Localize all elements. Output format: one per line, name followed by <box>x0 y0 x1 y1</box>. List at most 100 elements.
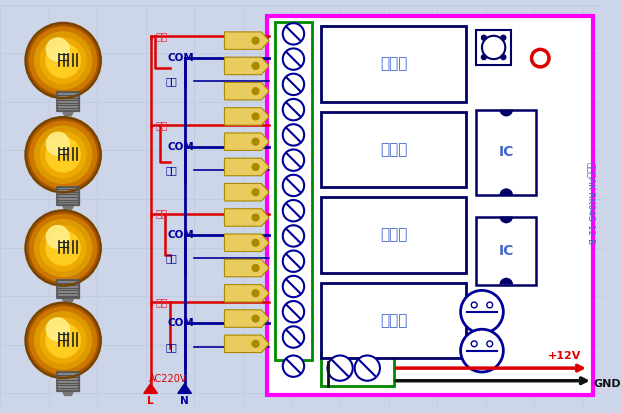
Circle shape <box>252 315 259 322</box>
Circle shape <box>355 356 380 381</box>
Polygon shape <box>178 384 192 393</box>
Circle shape <box>40 38 86 83</box>
Circle shape <box>283 276 304 297</box>
Circle shape <box>283 326 304 348</box>
Polygon shape <box>225 108 269 125</box>
Text: L: L <box>147 396 154 406</box>
Circle shape <box>283 48 304 70</box>
Circle shape <box>46 138 80 172</box>
Text: COM: COM <box>167 142 194 152</box>
Text: 常开: 常开 <box>156 120 168 130</box>
Circle shape <box>26 117 101 192</box>
Wedge shape <box>499 109 513 116</box>
Circle shape <box>283 23 304 45</box>
Circle shape <box>487 341 493 347</box>
Circle shape <box>26 303 101 378</box>
Bar <box>57 93 80 111</box>
Circle shape <box>252 138 259 145</box>
Circle shape <box>35 219 91 277</box>
Text: COM: COM <box>167 318 194 328</box>
Polygon shape <box>225 83 269 100</box>
Text: 常闭: 常闭 <box>165 76 177 86</box>
Circle shape <box>40 318 86 363</box>
Text: 常开: 常开 <box>156 209 168 218</box>
Circle shape <box>30 121 96 188</box>
Circle shape <box>40 225 86 271</box>
Circle shape <box>47 132 69 155</box>
Bar <box>57 372 80 391</box>
Circle shape <box>35 126 91 183</box>
Polygon shape <box>62 205 74 210</box>
Circle shape <box>35 312 91 369</box>
Text: 常开: 常开 <box>156 31 168 41</box>
Circle shape <box>252 113 259 120</box>
Bar <box>321 282 466 358</box>
Polygon shape <box>62 298 74 303</box>
Circle shape <box>283 150 304 171</box>
Polygon shape <box>225 32 269 50</box>
Circle shape <box>47 225 69 249</box>
Circle shape <box>26 211 101 286</box>
Wedge shape <box>499 278 513 285</box>
Text: COM: COM <box>167 53 194 63</box>
Wedge shape <box>499 216 513 223</box>
Bar <box>267 17 593 395</box>
Bar <box>57 187 80 205</box>
Text: IC: IC <box>499 244 514 258</box>
Circle shape <box>327 356 353 381</box>
Bar <box>57 280 80 298</box>
Circle shape <box>481 55 486 59</box>
Circle shape <box>46 323 80 358</box>
Circle shape <box>252 290 259 297</box>
Circle shape <box>283 99 304 120</box>
Circle shape <box>47 38 69 61</box>
Bar <box>57 187 80 205</box>
Text: 常闭: 常闭 <box>165 253 177 263</box>
Circle shape <box>481 35 486 40</box>
Text: 继电器: 继电器 <box>380 228 407 242</box>
Bar <box>57 93 80 111</box>
Text: COM: COM <box>167 230 194 240</box>
Circle shape <box>532 50 549 67</box>
Circle shape <box>283 175 304 196</box>
Polygon shape <box>144 384 157 393</box>
Circle shape <box>283 251 304 272</box>
Text: 常闭: 常闭 <box>165 165 177 175</box>
Text: IC: IC <box>499 145 514 159</box>
Polygon shape <box>225 335 269 353</box>
Text: 型号：AK-RK04S-12-B: 型号：AK-RK04S-12-B <box>587 162 595 245</box>
Polygon shape <box>225 209 269 226</box>
Circle shape <box>30 307 96 374</box>
Circle shape <box>30 215 96 282</box>
Circle shape <box>26 23 101 98</box>
Polygon shape <box>225 57 269 75</box>
Bar <box>476 216 536 285</box>
Polygon shape <box>62 111 74 116</box>
Circle shape <box>283 225 304 247</box>
Circle shape <box>252 340 259 347</box>
Polygon shape <box>225 285 269 302</box>
Bar <box>321 26 466 102</box>
Polygon shape <box>225 310 269 327</box>
Circle shape <box>46 43 80 78</box>
Polygon shape <box>225 158 269 176</box>
Text: GND: GND <box>594 379 621 389</box>
Circle shape <box>283 124 304 146</box>
Circle shape <box>252 214 259 221</box>
Circle shape <box>35 32 91 89</box>
Circle shape <box>252 265 259 271</box>
Circle shape <box>30 27 96 94</box>
Circle shape <box>501 55 506 59</box>
Circle shape <box>252 62 259 69</box>
Text: N: N <box>180 396 189 406</box>
Polygon shape <box>225 183 269 201</box>
Circle shape <box>252 164 259 171</box>
Text: 常闭: 常闭 <box>165 342 177 352</box>
Circle shape <box>471 341 477 347</box>
Circle shape <box>40 132 86 178</box>
Circle shape <box>252 189 259 196</box>
Text: 常开: 常开 <box>156 297 168 307</box>
Circle shape <box>283 74 304 95</box>
Polygon shape <box>62 391 74 396</box>
Bar <box>476 109 536 195</box>
